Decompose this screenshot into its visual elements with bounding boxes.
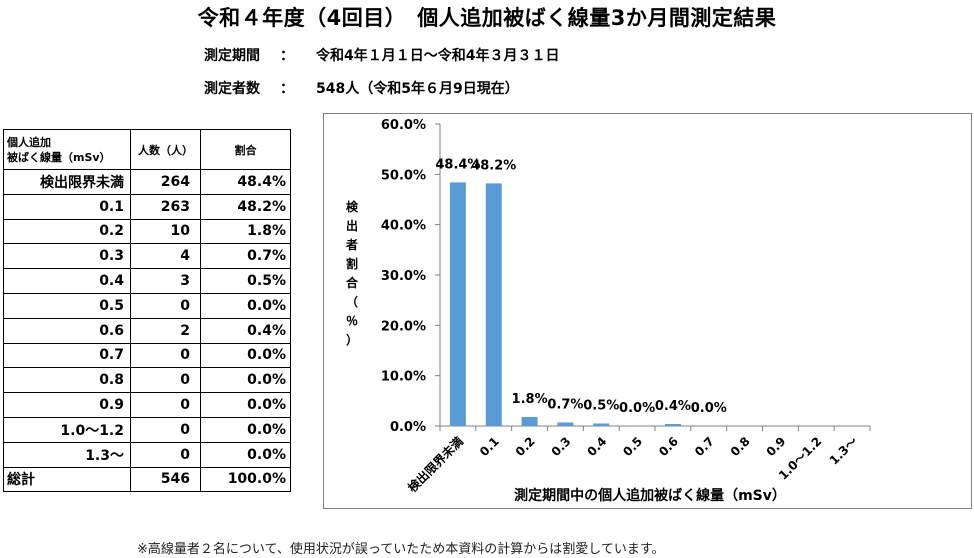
x-tick-label: 0.7 (692, 434, 717, 459)
bar (557, 422, 574, 426)
x-tick-label: 0.2 (513, 434, 538, 459)
data-label: 0.0% (691, 401, 727, 416)
y-tick-label: 60.0% (381, 118, 426, 133)
cell-count: 0 (130, 392, 201, 418)
table-row: 検出限界未満 264 48.4% (3, 169, 291, 195)
cell-pct: 0.0% (200, 342, 291, 369)
data-label: 48.2% (471, 158, 516, 173)
x-tick-label: 0.5 (620, 434, 645, 459)
cell-count: 0 (130, 416, 201, 443)
table-row: 0.7 0 0.0% (3, 342, 291, 369)
header-pct: 割合 (200, 129, 291, 170)
cell-dose: 0.1 (3, 193, 131, 220)
cell-count: 10 (130, 218, 201, 245)
x-tick-label: 0.1 (477, 434, 502, 459)
header-dose-line2: 被ばく線量（mSv） (7, 150, 111, 164)
bar (449, 182, 466, 426)
data-label: 0.4% (655, 399, 691, 414)
x-tick-label: 0.9 (764, 434, 789, 459)
cell-count: 3 (130, 268, 201, 294)
chart-frame (323, 113, 972, 509)
y-tick-label: 30.0% (381, 269, 426, 284)
cell-count: 0 (130, 367, 201, 394)
table-row: 1.3～ 0 0.0% (3, 441, 291, 468)
data-label: 1.8% (512, 392, 548, 407)
cell-dose: 1.0～1.2 (3, 416, 131, 443)
y-axis-label-char: 割 (345, 257, 358, 271)
x-tick-label: 0.8 (728, 434, 753, 459)
y-tick-label: 0.0% (390, 420, 426, 435)
x-tick-label: 0.3 (549, 434, 574, 459)
cell-pct: 48.4% (200, 169, 291, 195)
data-label: 0.5% (583, 398, 619, 413)
total-count: 546 (130, 466, 201, 493)
cell-count: 263 (130, 193, 201, 220)
data-label: 0.0% (619, 401, 655, 416)
y-axis-label-char: ％ (345, 314, 358, 328)
y-axis-label-char: 者 (345, 238, 358, 252)
x-axis-title: 測定期間中の個人追加被ばく線量（mSv） (514, 488, 786, 504)
x-tick-label: 0.6 (656, 434, 681, 459)
count-label: 測定者数 (204, 81, 260, 97)
data-label: 0.7% (547, 397, 583, 412)
y-axis-label: 検出者割合 （ ％ ） (344, 198, 360, 350)
period-row: 測定期間 ： 令和4年１月１日～令和4年３月３１日 (204, 45, 559, 65)
period-separator: ： (280, 48, 294, 64)
cell-dose: 0.6 (3, 317, 131, 344)
y-axis-label-char: 出 (345, 219, 358, 233)
count-value: 548人（令和5年６月9日現在） (316, 81, 519, 97)
dose-table: 個人追加 被ばく線量（mSv） 人数（人） 割合 検出限界未満 264 48.4% 0.… (3, 129, 291, 493)
bar (485, 183, 502, 426)
total-label: 総計 (3, 466, 131, 493)
data-label: 48.4% (435, 157, 480, 172)
y-axis-label-char: 合 (345, 276, 358, 290)
footnote: ※高線量者２名について、使用状況が誤っていたため本資料の計算からは割愛しています… (137, 542, 665, 557)
bar (664, 423, 681, 426)
bar (521, 416, 538, 426)
page-title: 令和４年度（4回目） 個人追加被ばく線量3か月間測定結果 (197, 6, 777, 30)
cell-dose: 0.2 (3, 218, 131, 245)
header-dose-line1: 個人追加 (7, 135, 51, 149)
header-count: 人数（人） (130, 129, 201, 170)
table-row: 0.1 263 48.2% (3, 193, 291, 220)
table-row: 0.4 3 0.5% (3, 268, 291, 294)
table-total-row: 総計 546 100.0% (3, 466, 291, 493)
cell-pct: 0.4% (200, 317, 291, 344)
y-tick-label: 20.0% (381, 319, 426, 334)
x-tick-label: 0.4 (584, 434, 609, 459)
cell-pct: 0.0% (200, 441, 291, 468)
count-separator: ： (280, 81, 294, 97)
cell-pct: 1.8% (200, 218, 291, 245)
count-row: 測定者数 ： 548人（令和5年６月9日現在） (204, 78, 519, 98)
bar (593, 423, 610, 426)
cell-pct: 0.5% (200, 268, 291, 294)
period-value: 令和4年１月１日～令和4年３月３１日 (316, 48, 560, 64)
x-tick-label: 1.3～ (827, 434, 860, 467)
total-pct: 100.0% (200, 466, 291, 493)
cell-count: 0 (130, 441, 201, 468)
cell-count: 0 (130, 342, 201, 369)
y-tick-label: 40.0% (381, 219, 426, 234)
y-tick-label: 10.0% (381, 370, 426, 385)
period-label: 測定期間 (204, 48, 260, 64)
bar-chart: 0.0%10.0%20.0%30.0%40.0%50.0%60.0%48.4%検… (381, 118, 871, 495)
table-header-row: 個人追加 被ばく線量（mSv） 人数（人） 割合 (3, 129, 291, 170)
table-row: 0.2 10 1.8% (3, 218, 291, 245)
cell-dose: 0.5 (3, 292, 131, 319)
cell-pct: 0.0% (200, 367, 291, 394)
y-axis-label-char: ） (345, 333, 358, 347)
y-axis-label-char: 検 (345, 200, 358, 214)
cell-pct: 48.2% (200, 193, 291, 220)
y-tick-label: 50.0% (381, 168, 426, 183)
y-axis-label-char: （ (345, 295, 358, 309)
